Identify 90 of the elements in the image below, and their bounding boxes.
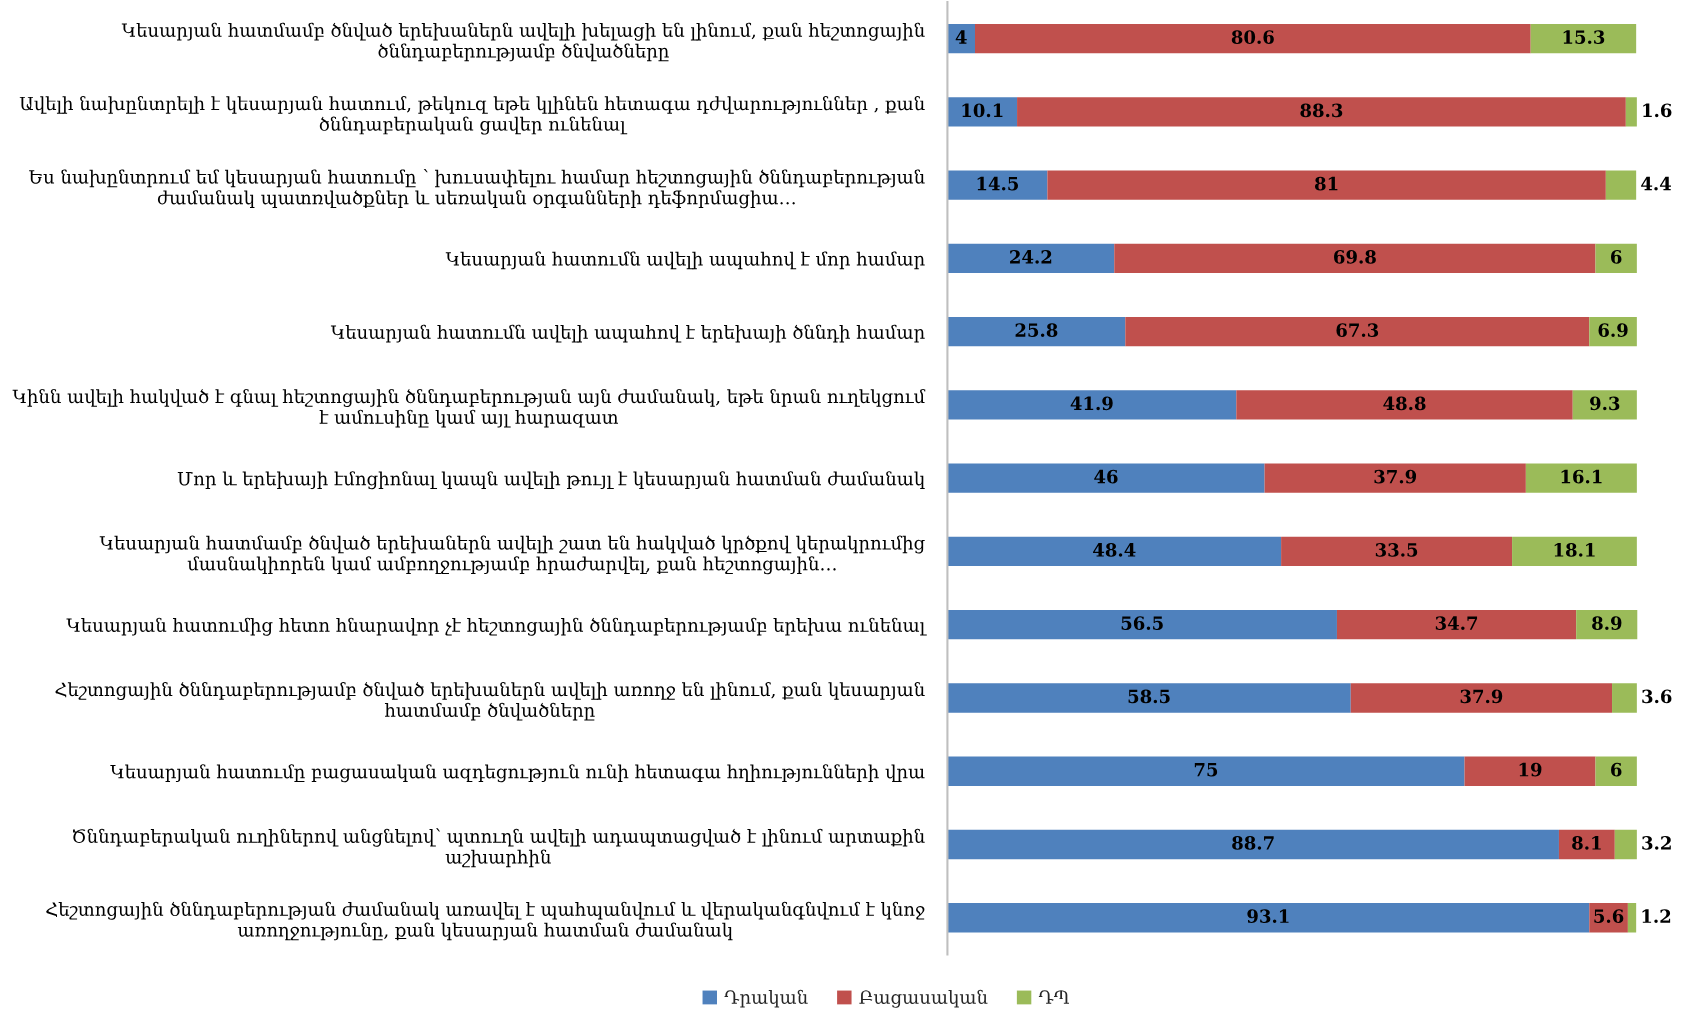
bar: [1125, 317, 1590, 347]
bar: [1605, 170, 1637, 200]
bar: [1595, 243, 1637, 274]
data-label: 75: [1194, 763, 1218, 777]
bar: [947, 903, 1590, 933]
data-label: 46: [1094, 469, 1118, 484]
y-tick-label: Կեսարյան հատմամբ ծնված երեխաներն ավելի խելացի են լինում, քան հեշտոցային ծննդաբերությամբ ծնվածները: [121, 22, 925, 62]
data-label: 48.4: [1093, 543, 1136, 557]
bar: [947, 390, 1237, 420]
data-label: 6: [1611, 762, 1622, 777]
data-label: 16.1: [1561, 469, 1602, 484]
bar: [947, 243, 1115, 274]
data-label: 19: [1519, 762, 1542, 777]
data-label: 10.1: [962, 103, 1003, 118]
bar: [975, 24, 1531, 54]
data-label: 33.5: [1375, 543, 1418, 557]
bar: [1625, 97, 1637, 127]
y-tick-label: Կեսարյան հատումը բացասական ազդեցություն ունի հետագա հղիությունների վրա: [110, 764, 925, 783]
y-tick-label: Կեսարյան հատումից հետո հնարավոր չէ հեշտոցային ծննդաբերությամբ երեխա ունենալ: [66, 617, 927, 636]
bar: [947, 317, 1126, 347]
data-label: 81: [1314, 176, 1338, 191]
y-tick-label: Հեշտոցային ծննդաբերության ժամանակ առավել է պահպանվում և վերականգնվում է կնոջ առողջությունը, քան կեսարյան հատման ժամանակ: [46, 901, 925, 941]
data-label: 3.2: [1642, 836, 1671, 850]
bar: [1281, 536, 1513, 567]
data-label: 80.6: [1231, 30, 1274, 44]
data-label: 34.7: [1435, 616, 1478, 630]
bar: [1530, 24, 1637, 54]
data-label: 37.9: [1460, 689, 1503, 704]
bar: [1512, 536, 1637, 567]
data-label: 88.7: [1232, 836, 1274, 850]
data-label: 8.1: [1572, 836, 1601, 850]
y-tick-label: Կեսարյան հատումն ավելի ապահով է երեխայի ծննդի համար: [330, 324, 925, 343]
data-label: 88.3: [1300, 103, 1343, 118]
bar: [1595, 756, 1637, 786]
bar: [947, 170, 1048, 200]
bar: [1236, 390, 1573, 420]
bar: [947, 97, 1018, 127]
bar: [1017, 97, 1626, 127]
data-label: 69.8: [1334, 250, 1376, 264]
data-label: 18.1: [1554, 543, 1595, 557]
bar: [1114, 243, 1596, 274]
bar: [947, 756, 1465, 786]
bar: [947, 683, 1351, 713]
data-label: 6: [1611, 250, 1622, 264]
bar: [1525, 463, 1637, 493]
bar: [1264, 463, 1526, 493]
legend-label: Դրական: [724, 989, 808, 1008]
y-tick-label: Հեշտոցային ծննդաբերությամբ ծնված երեխաներն ավելի առողջ են լինում, քան կեսարյան հատմամբ ծնվածները: [55, 682, 925, 721]
data-label: 1.6: [1643, 103, 1672, 118]
data-label: 93.1: [1247, 909, 1289, 923]
bar: [1612, 683, 1637, 713]
data-label: 3.6: [1642, 689, 1672, 704]
y-tick-label: Կեսարյան հատմամբ ծնված երեխաներն ավելի շատ են հակված կրծքով կերակրումից մասնակիորեն կամ ամբողջությամբ հրաժարվել, քան հեշտոցային…: [99, 535, 925, 575]
bar: [947, 463, 1265, 493]
data-label: 14.5: [977, 176, 1019, 191]
data-label: 56.5: [1121, 616, 1163, 630]
y-tick-label: Ես նախընտրում եմ կեսարյան հատումը ՝ խուսափելու համար հեշտոցային ծննդաբերության ժամանակ պատռվածքներ և սեռական օրգանների դեֆորմացիա…: [29, 168, 925, 209]
data-label: 24.2: [1010, 250, 1052, 264]
data-label: 37.9: [1374, 469, 1417, 484]
bar: [1336, 610, 1577, 640]
bar: [1350, 683, 1613, 713]
y-tick-label: Մոր և երեխայի էմոցիոնալ կապն ավելի թույլ է կեսարյան հատման ժամանակ: [177, 471, 925, 490]
data-label: 58.5: [1128, 689, 1170, 704]
data-label: 1.2: [1642, 909, 1671, 923]
data-label: 6.9: [1598, 323, 1628, 337]
bar: [1627, 903, 1637, 933]
bar: [947, 536, 1282, 567]
bar: [947, 610, 1337, 640]
data-label: 67.3: [1336, 323, 1379, 337]
y-tick-label: Ավելի նախընտրելի է կեսարյան հատում, թեկուզ եթե կլինեն հետագա դժվարություններ , քան ծննդաբերական ցավեր ունենալ: [19, 96, 925, 135]
data-label: 4.4: [1641, 176, 1671, 191]
data-label: 41.9: [1070, 396, 1113, 411]
data-label: 48.8: [1383, 396, 1426, 411]
data-label: 15.3: [1563, 30, 1605, 44]
data-label: 4: [955, 30, 967, 44]
y-tick-label: Կեսարյան հատումն ավելի ապահով է մոր համար: [445, 251, 925, 270]
data-label: 5.6: [1594, 909, 1624, 923]
bar: [1464, 756, 1596, 786]
data-label: 25.8: [1015, 323, 1058, 337]
legend-label: Բացասական: [859, 989, 988, 1008]
data-label: 9.3: [1590, 396, 1620, 411]
bar: [1572, 390, 1637, 420]
data-label: 8.9: [1592, 616, 1622, 630]
legend-label: ԴՊ: [1038, 990, 1069, 1004]
y-tick-label: Ծննդաբերական ուղիներով անցնելով՝ պտուղն ավելի ադապտացված է լինում արտաքին աշխարհին: [73, 828, 925, 868]
bar: [1558, 829, 1615, 860]
bar: [1047, 170, 1606, 200]
y-tick-label: Կինն ավելի հակված է գնալ հեշտոցային ծննդաբերության այն ժամանակ, եթե նրան ուղեկցում է ամուսինը կամ այլ հարազատ: [12, 388, 926, 428]
bar: [947, 829, 1559, 860]
bar: [1614, 829, 1637, 860]
